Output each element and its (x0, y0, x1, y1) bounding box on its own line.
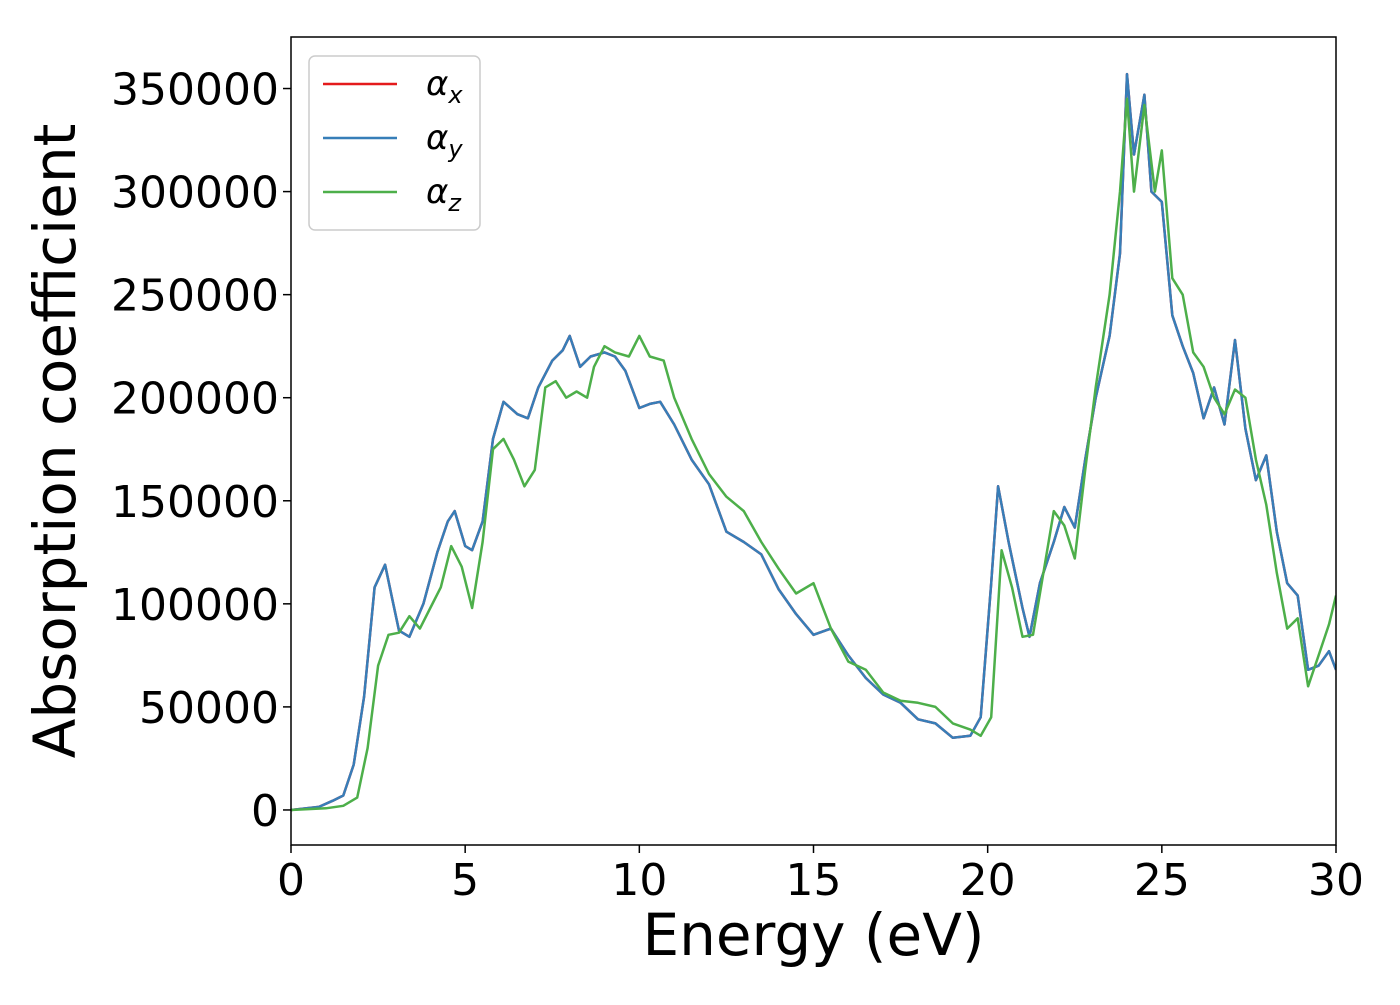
x-tick-label: 30 (1308, 855, 1364, 906)
x-tick-label: 25 (1134, 855, 1190, 906)
y-tick-label: 50000 (139, 683, 279, 734)
x-axis-title: Energy (eV) (642, 901, 984, 969)
y-tick-label: 200000 (111, 374, 279, 425)
x-tick-label: 15 (786, 855, 842, 906)
x-axis-ticks: 0 5 10 15 20 25 30 (277, 845, 1364, 906)
x-tick-label: 5 (451, 855, 479, 906)
x-tick-label: 0 (277, 855, 305, 906)
y-tick-label: 250000 (111, 271, 279, 322)
y-tick-label: 0 (251, 786, 279, 837)
x-tick-label: 10 (611, 855, 667, 906)
y-tick-label: 150000 (111, 477, 279, 528)
legend-subscript-1: x (447, 81, 463, 109)
legend-box (308, 55, 481, 231)
y-tick-label: 350000 (111, 65, 279, 116)
x-tick-label: 20 (960, 855, 1016, 906)
series-line-3 (291, 97, 1336, 812)
y-tick-label: 300000 (111, 168, 279, 219)
legend-subscript-2: y (447, 135, 463, 163)
legend-subscript-3: z (447, 189, 462, 217)
series-layer (291, 72, 1336, 812)
y-axis-ticks: 0 50000 100000 150000 200000 250000 300000 3500… (111, 65, 291, 837)
series-line-2 (291, 72, 1336, 812)
y-axis-title: Absorption coefficient (21, 124, 89, 759)
y-tick-label: 100000 (111, 580, 279, 631)
